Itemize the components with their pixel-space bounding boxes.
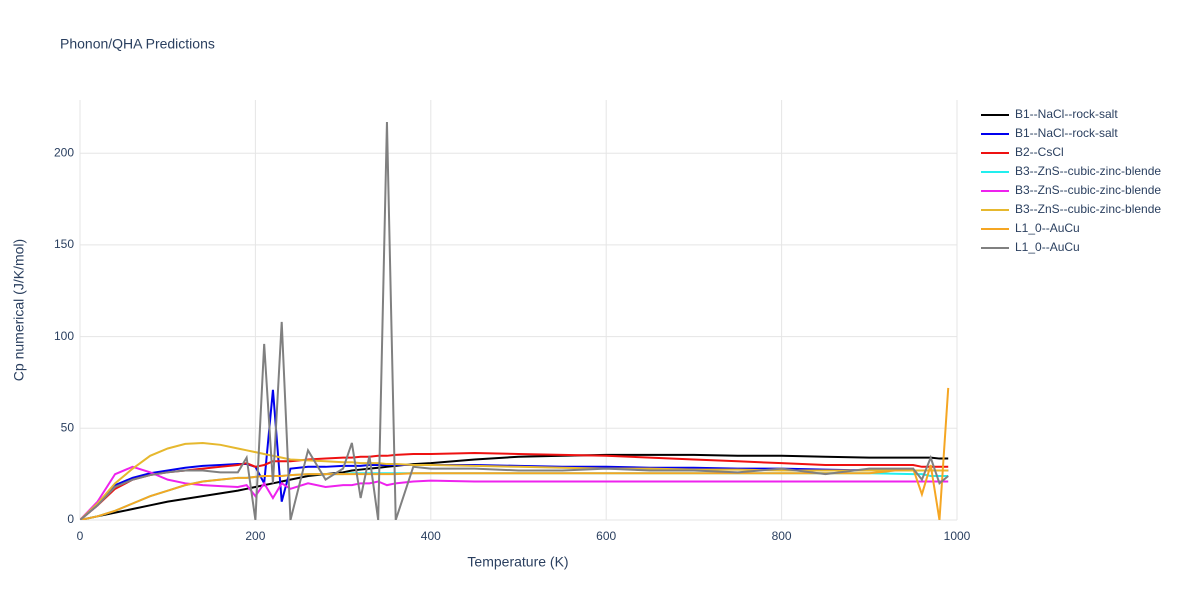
- legend-label: L1_0--AuCu: [1015, 240, 1080, 254]
- y-tick-label: 50: [61, 420, 75, 434]
- x-tick-label: 400: [421, 529, 441, 543]
- x-tick-label: 200: [245, 529, 265, 543]
- series-line: [80, 465, 949, 520]
- legend-label: B3--ZnS--cubic-zinc-blende: [1015, 202, 1161, 216]
- legend-label: L1_0--AuCu: [1015, 221, 1080, 235]
- x-tick-label: 800: [772, 529, 792, 543]
- series-line: [80, 389, 949, 520]
- y-tick-label: 200: [54, 145, 74, 159]
- legend-label: B1--NaCl--rock-salt: [1015, 107, 1118, 121]
- legend-label: B3--ZnS--cubic-zinc-blende: [1015, 164, 1161, 178]
- y-tick-label: 0: [67, 512, 74, 526]
- series-line: [80, 453, 949, 520]
- x-tick-label: 1000: [944, 529, 971, 543]
- y-axis-label: Cp numerical (J/K/mol): [11, 239, 27, 381]
- series-line: [80, 121, 949, 520]
- y-tick-label: 100: [54, 329, 74, 343]
- plot-area: [80, 121, 950, 520]
- x-tick-label: 0: [77, 529, 84, 543]
- legend-label: B2--CsCl: [1015, 145, 1064, 159]
- series-line: [80, 452, 949, 520]
- x-axis-label: Temperature (K): [467, 554, 568, 570]
- chart-title: Phonon/QHA Predictions: [60, 36, 215, 52]
- legend-label: B1--NaCl--rock-salt: [1015, 126, 1118, 140]
- y-tick-label: 150: [54, 237, 74, 251]
- legend-label: B3--ZnS--cubic-zinc-blende: [1015, 183, 1161, 197]
- x-tick-label: 600: [596, 529, 616, 543]
